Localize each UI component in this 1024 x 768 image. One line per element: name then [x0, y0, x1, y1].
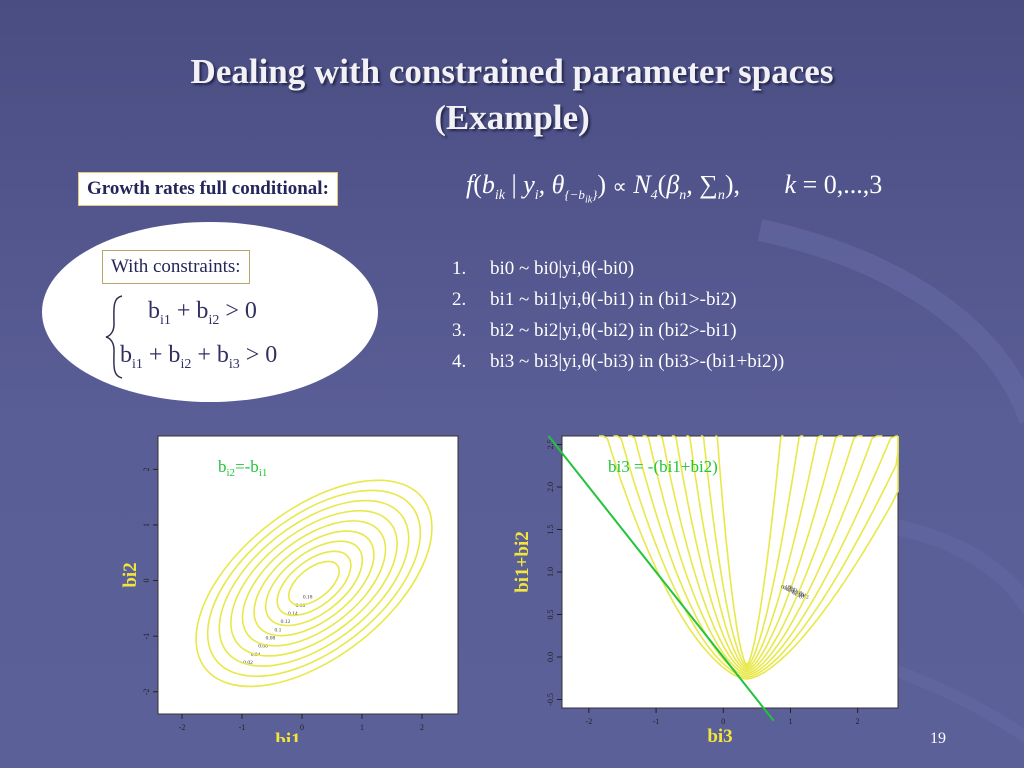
x-tick-label: 2: [856, 717, 860, 726]
y-tick-label: 1.5: [546, 525, 555, 535]
y-tick-label: 2.5: [546, 440, 555, 450]
slide-title-line-2: (Example): [434, 98, 590, 137]
contour-label: 0.02: [243, 660, 253, 666]
slide-title-line-1: Dealing with constrained parameter space…: [190, 52, 834, 91]
y-tick-label: 0: [142, 579, 151, 583]
contour-line: [686, 435, 823, 670]
y-tick-label: 2.0: [546, 482, 555, 492]
full-conditional-formula: f(bik | yi, θ{−bik}) ∝ N4(βn, ∑n), k = 0…: [466, 170, 883, 206]
contour-plot-bi3-bi1bi2: -2 -1 0 1 2 -0.5 0.0 0.5 1.0 1.5 2.0 2.5 0.020.040.0…: [512, 435, 899, 747]
x-tick-label: -2: [586, 717, 593, 726]
contour-label: 0.1: [274, 627, 281, 633]
x-tick-label: 2: [420, 723, 424, 732]
constraints-brace: [105, 295, 123, 379]
y-tick-label: 2: [142, 467, 151, 471]
contour-label: 0.02: [799, 595, 809, 601]
step-1: 1. bi0 ~ bi0|yi,θ(-bi0): [452, 258, 635, 279]
y-tick-label: 0.0: [546, 652, 555, 662]
contour-line: [613, 435, 899, 679]
contour-line: [671, 435, 843, 671]
contour-line: [700, 435, 804, 668]
contour-label: 0.06: [258, 644, 268, 650]
contour-line: [276, 550, 352, 617]
x-axis-label: bi1: [275, 730, 300, 742]
contour-label: 0.04: [797, 593, 807, 599]
x-tick-label: -1: [653, 717, 660, 726]
contour-label: 0.16: [783, 586, 793, 592]
contour-label: 0.06: [795, 592, 805, 598]
contour-line: [715, 435, 784, 666]
x-tick-label: 0: [721, 717, 725, 726]
contour-line: [195, 479, 433, 688]
contour-line: [288, 560, 340, 606]
constraints-label: With constraints:: [102, 250, 250, 284]
x-tick-label: -2: [179, 723, 186, 732]
contour-label: 0.18: [303, 595, 313, 601]
y-tick-label: -1: [142, 633, 151, 640]
y-tick-label: 1: [142, 523, 151, 527]
constraint-2: bi1 + bi2 + bi3 > 0: [120, 342, 278, 372]
step-4: 4. bi3 ~ bi3|yi,θ(-bi3) in (bi3>-(bi1+bi2…: [452, 351, 785, 372]
constraint-line-label: bi3 = -(bi1+bi2): [608, 457, 718, 476]
x-tick-label: 1: [360, 723, 364, 732]
growth-rates-label: Growth rates full conditional:: [78, 172, 338, 206]
contour-label: 0.18: [781, 584, 791, 590]
x-tick-label: -1: [239, 723, 246, 732]
contour-line: [657, 435, 863, 673]
y-tick-label: -2: [142, 688, 151, 695]
y-axis-label: bi2: [120, 562, 141, 587]
contour-line: [230, 509, 398, 657]
contour-line: [599, 435, 899, 680]
contour-line: [628, 435, 898, 677]
constraint-line-label: bi2=-bi1: [218, 457, 267, 479]
step-2: 2. bi1 ~ bi1|yi,θ(-bi1) in (bi1>-bi2): [452, 289, 737, 310]
contour-label: 0.1: [792, 589, 799, 595]
contour-label: 0.14: [786, 587, 796, 593]
constraint-1: bi1 + bi2 > 0: [148, 298, 257, 328]
y-tick-label: -0.5: [546, 693, 555, 706]
contour-label: 0.14: [288, 611, 298, 617]
x-tick-label: 0: [300, 723, 304, 732]
contour-line: [241, 520, 387, 647]
contour-label: 0.08: [266, 635, 276, 641]
x-tick-label: 1: [788, 717, 792, 726]
contour-line: [206, 489, 422, 678]
y-axis-label: bi1+bi2: [512, 531, 533, 593]
contour-label: 0.12: [788, 588, 798, 594]
contour-line: [218, 499, 410, 667]
x-axis-label: bi3: [707, 726, 732, 747]
contour-label: 0.12: [281, 619, 291, 625]
page-number: 19: [930, 730, 946, 747]
y-tick-label: 0.5: [546, 610, 555, 620]
contour-line: [642, 435, 883, 675]
step-3: 3. bi2 ~ bi2|yi,θ(-bi2) in (bi2>-bi1): [452, 320, 737, 341]
contour-line: [253, 530, 375, 637]
contour-line: [264, 540, 364, 627]
y-tick-label: 1.0: [546, 567, 555, 577]
constraint-line: [547, 435, 775, 722]
contour-plot-bi1-bi2: -2 -1 0 1 2-2-10120.020.040.060.080.10.120.1…: [120, 435, 459, 742]
